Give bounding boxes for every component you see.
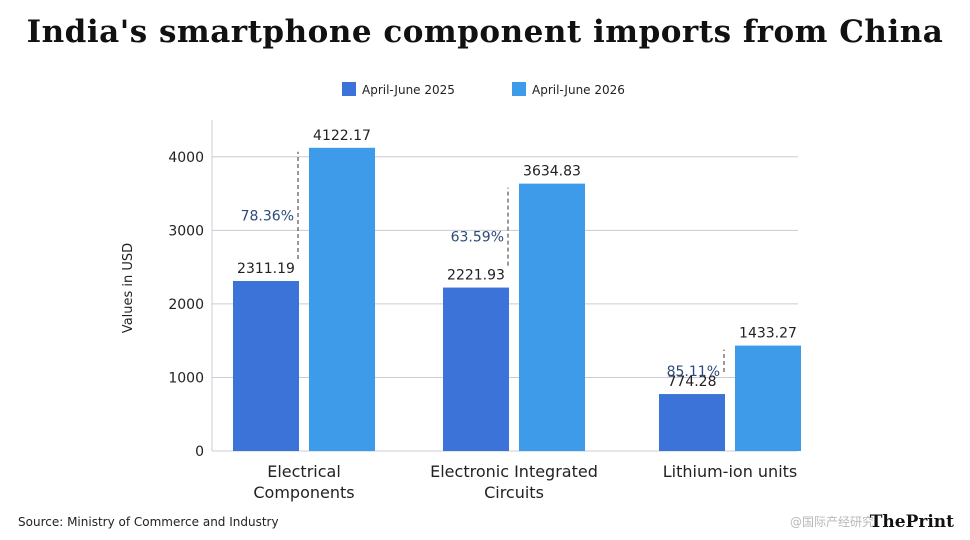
x-category-label: Lithium-ion units (663, 462, 798, 481)
x-category-label: Electrical (267, 462, 341, 481)
growth-label: 78.36% (241, 208, 294, 224)
bar-series-1 (233, 280, 299, 451)
data-label: 1433.27 (739, 326, 797, 342)
bar-series-2 (519, 183, 585, 451)
publisher-logo: ThePrint (869, 512, 954, 532)
y-tick-label: 2000 (168, 297, 204, 313)
y-tick-label: 1000 (168, 370, 204, 386)
y-axis-label: Values in USD (121, 243, 136, 333)
legend-swatch (512, 82, 526, 96)
bar-series-1 (443, 287, 509, 451)
legend-swatch (342, 82, 356, 96)
y-tick-label: 0 (195, 444, 204, 460)
bar-series-2 (309, 147, 375, 451)
bar-series-1 (659, 394, 725, 451)
legend-label: April-June 2026 (532, 83, 625, 97)
x-axis: Electrical Components Electronic Integrate… (253, 462, 797, 502)
legend: April-June 2025 April-June 2026 (342, 82, 625, 97)
data-label: 2311.19 (237, 261, 295, 277)
y-axis: 0 1000 2000 3000 4000 (168, 120, 213, 460)
x-category-label: Electronic Integrated (430, 462, 598, 481)
x-category-label: Circuits (484, 483, 544, 502)
data-label: 4122.17 (313, 128, 371, 144)
data-label: 774.28 (668, 374, 717, 390)
y-tick-label: 3000 (168, 223, 204, 239)
data-label: 3634.83 (523, 164, 581, 180)
y-tick-label: 4000 (168, 150, 204, 166)
legend-label: April-June 2025 (362, 83, 455, 97)
source-note: Source: Ministry of Commerce and Industr… (18, 515, 279, 529)
chart-title: India's smartphone component imports fro… (26, 14, 944, 50)
watermark: @国际产经研究 (790, 515, 875, 529)
x-category-label: Components (253, 483, 354, 502)
growth-label: 85.11% (667, 364, 720, 380)
bar-series-2 (735, 345, 801, 451)
bars (233, 147, 801, 451)
growth-label: 63.59% (451, 230, 504, 246)
data-label: 2221.93 (447, 268, 505, 284)
data-labels: 2311.19 4122.17 78.36% 2221.93 3634.83 63.59%… (237, 128, 797, 390)
